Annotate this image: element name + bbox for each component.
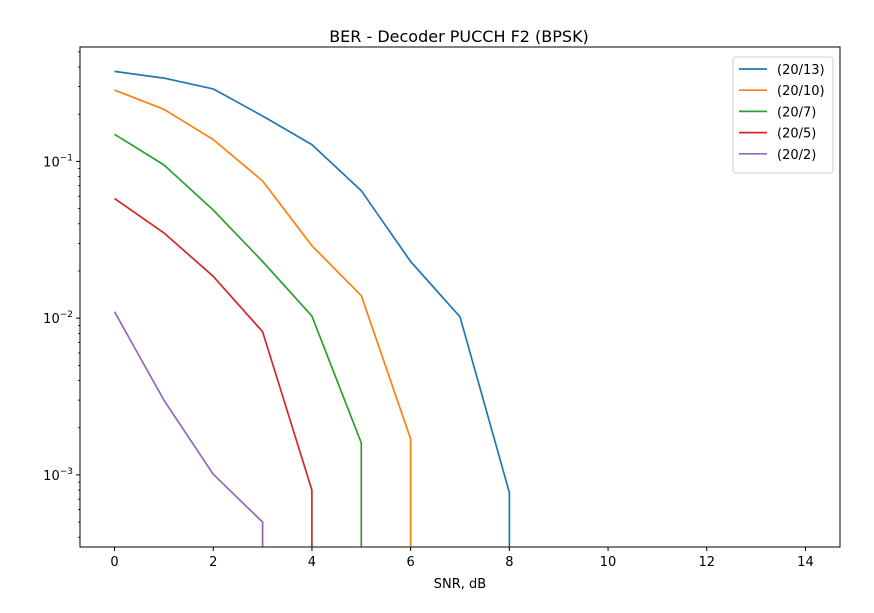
x-tick-label: 10	[600, 555, 617, 570]
legend-label-4: (20/2)	[777, 148, 816, 163]
series-line-2	[114, 133, 363, 547]
x-tick-label: 8	[505, 555, 513, 570]
y-axis: 10−1 10−2 10−3	[43, 51, 80, 538]
legend-label-2: (20/7)	[777, 105, 816, 120]
x-axis: 0 2 4 6 8 10 12 14	[110, 547, 814, 570]
plot-frame	[79, 46, 841, 548]
legend: (20/13) (20/10) (20/7) (20/5) (20/2)	[732, 56, 834, 174]
series-line-4	[113, 311, 264, 547]
x-tick-label: 6	[407, 555, 415, 570]
series-line-3	[114, 197, 313, 547]
x-tick-label: 4	[308, 555, 316, 570]
y-tick-label: 10−3	[43, 467, 73, 484]
y-tick-label: 10−2	[43, 310, 73, 327]
plot-series	[113, 70, 511, 547]
series-line-1	[114, 89, 412, 547]
chart-title: BER - Decoder PUCCH F2 (BPSK)	[329, 27, 589, 46]
legend-box	[732, 56, 834, 174]
legend-label-3: (20/5)	[777, 127, 816, 142]
x-tick-label: 12	[698, 555, 715, 570]
y-tick-label: 10−1	[43, 153, 73, 170]
x-tick-label: 0	[110, 555, 118, 570]
x-tick-label: 14	[797, 555, 814, 570]
series-line-0	[114, 70, 511, 547]
x-tick-label: 2	[209, 555, 217, 570]
x-axis-label: SNR, dB	[434, 577, 486, 592]
legend-label-0: (20/13)	[777, 63, 825, 78]
legend-label-1: (20/10)	[777, 84, 825, 99]
